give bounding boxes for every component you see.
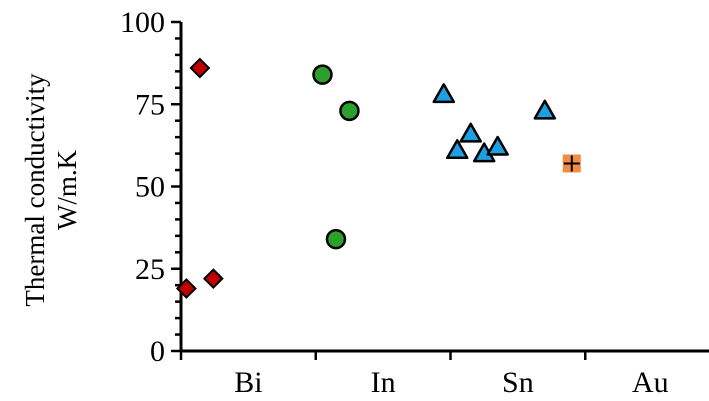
circle-marker: [312, 64, 333, 85]
x-tick-label: Bi: [234, 366, 262, 396]
diamond-marker: [189, 57, 211, 79]
y-tick-label: 0: [150, 335, 165, 368]
x-tick-label: Au: [632, 366, 669, 396]
data-points: [175, 57, 581, 299]
y-axis-title-line-1: Thermal conductivity: [20, 73, 50, 307]
diamond-marker: [175, 278, 197, 299]
y-tick-label: 25: [135, 253, 165, 286]
triangle-marker: [445, 139, 469, 160]
triangle-marker: [486, 135, 509, 156]
triangle-marker: [432, 83, 456, 104]
y-tick-label: 50: [135, 171, 165, 204]
x-tick-label: In: [371, 366, 396, 396]
x-tick-label: Sn: [502, 366, 534, 396]
circle-marker: [325, 228, 347, 250]
y-tick-labels: 0 25 50 75 100: [120, 6, 165, 368]
y-tick-label: 100: [120, 6, 165, 39]
axes: [171, 20, 709, 360]
triangle-marker: [459, 122, 482, 143]
y-axis-title-line-2: W/m.K: [52, 149, 82, 230]
diamond-marker: [202, 268, 224, 290]
circle-marker: [339, 100, 360, 122]
y-tick-label: 75: [135, 88, 165, 121]
x-tick-labels: Bi In Sn Au: [234, 366, 669, 399]
triangle-marker: [533, 99, 557, 120]
y-axis-title: Thermal conductivity W/m.K: [20, 73, 82, 307]
